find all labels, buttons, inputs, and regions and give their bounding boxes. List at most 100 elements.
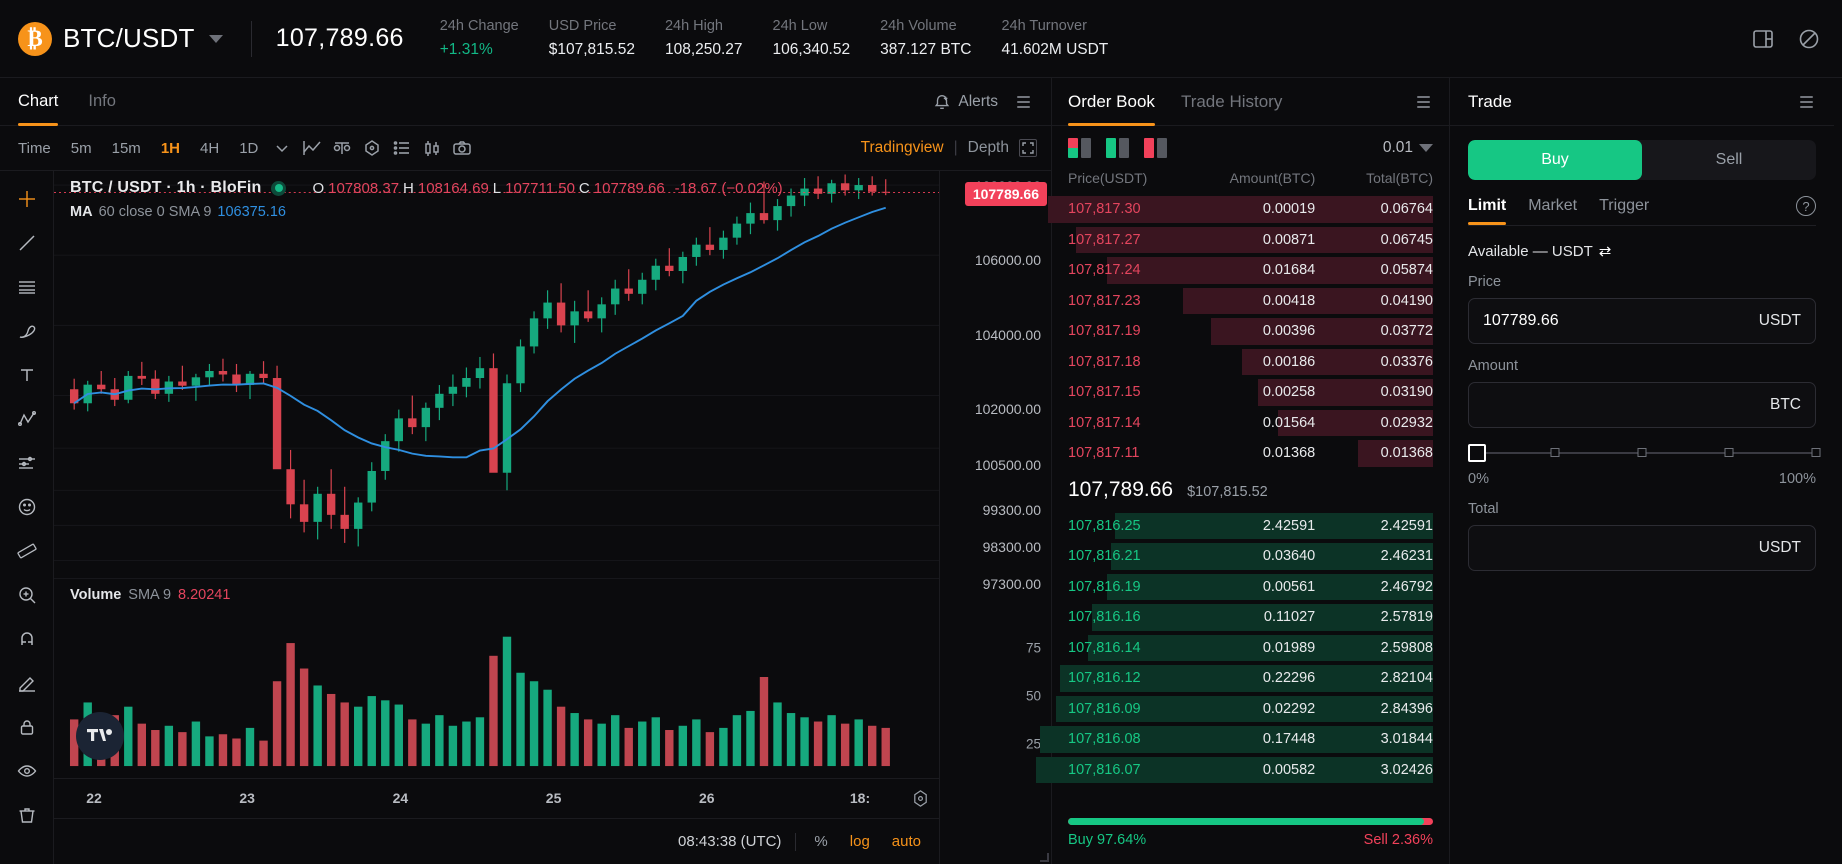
magnet-icon[interactable]	[8, 619, 46, 659]
brush-icon[interactable]	[8, 311, 46, 351]
pattern-icon[interactable]	[357, 134, 387, 162]
ruler-icon[interactable]	[8, 531, 46, 571]
amount-input[interactable]	[1483, 396, 1762, 414]
ask-row[interactable]: 107,817.23 0.00418 0.04190	[1052, 286, 1449, 317]
order-book-menu-icon[interactable]	[1414, 93, 1433, 111]
swap-currency-icon[interactable]: ⇄	[1598, 243, 1612, 260]
timeframe-more-chevron-icon[interactable]	[267, 134, 297, 162]
bid-row[interactable]: 107,816.07 0.00582 3.02426	[1036, 755, 1449, 786]
tab-trade-history[interactable]: Trade History	[1180, 91, 1283, 111]
resize-handle[interactable]	[1040, 853, 1049, 862]
slider-node-25[interactable]	[1550, 448, 1560, 457]
trade-menu-icon[interactable]	[1797, 93, 1816, 111]
crosshair-icon[interactable]	[8, 179, 46, 219]
ask-row[interactable]: 107,817.18 0.00186 0.03376	[1052, 347, 1449, 378]
chevron-down-icon[interactable]	[208, 34, 223, 43]
total-field[interactable]: USDT	[1468, 525, 1816, 571]
timeframe-5m[interactable]: 5m	[70, 139, 92, 157]
slider-handle[interactable]	[1468, 444, 1486, 462]
layout-bids-icon[interactable]	[1106, 138, 1132, 158]
total-input[interactable]	[1483, 539, 1751, 557]
patterns-icon[interactable]	[8, 399, 46, 439]
timeframe-4h[interactable]: 4H	[200, 139, 220, 157]
stat-label: 24h Turnover	[1001, 18, 1087, 34]
candle-settings-icon[interactable]	[417, 134, 447, 162]
layout-both-icon[interactable]	[1068, 138, 1094, 158]
visibility-icon[interactable]	[8, 751, 46, 791]
timeframe-15m[interactable]: 15m	[111, 139, 141, 157]
help-icon[interactable]: ?	[1796, 196, 1816, 216]
amount-field[interactable]: BTC	[1468, 382, 1816, 428]
depth-mode[interactable]: Depth	[967, 139, 1009, 156]
no-entry-icon[interactable]	[1796, 26, 1822, 52]
layout-asks-icon[interactable]	[1144, 138, 1170, 158]
price-axis[interactable]: 108000.00106000.00104000.00102000.001005…	[939, 171, 1051, 864]
row-price: 107,817.18	[1068, 353, 1141, 370]
chart-clock: 08:43:38 (UTC)	[678, 833, 782, 850]
log-scale-button[interactable]: log	[849, 833, 870, 850]
slider-node-100[interactable]	[1811, 448, 1821, 457]
bid-row[interactable]: 107,816.09 0.02292 2.84396	[1052, 694, 1449, 725]
amount-slider[interactable]	[1468, 444, 1821, 462]
tab-chart[interactable]: Chart	[18, 78, 59, 126]
ask-row[interactable]: 107,817.14 0.01564 0.02932	[1052, 408, 1449, 439]
ask-row[interactable]: 107,817.15 0.00258 0.03190	[1052, 377, 1449, 408]
order-type-market[interactable]: Market	[1528, 197, 1578, 214]
fullscreen-icon[interactable]	[1019, 139, 1037, 157]
indicators-icon[interactable]	[327, 134, 357, 162]
bid-row[interactable]: 107,816.25 2.42591 2.42591	[1052, 511, 1449, 542]
slider-node-75[interactable]	[1724, 448, 1734, 457]
order-type-trigger[interactable]: Trigger	[1599, 197, 1650, 214]
emoji-icon[interactable]	[8, 487, 46, 527]
lock-icon[interactable]	[8, 707, 46, 747]
bid-row[interactable]: 107,816.16 0.11027 2.57819	[1052, 602, 1449, 633]
slider-node-50[interactable]	[1637, 448, 1647, 457]
zoom-in-icon[interactable]	[8, 575, 46, 615]
timeframe-time: Time	[18, 139, 51, 157]
order-type-limit[interactable]: Limit	[1468, 197, 1507, 225]
text-tool-icon[interactable]	[8, 355, 46, 395]
price-plot[interactable]: BTC / USDT · 1h · BloFin O 107808.37 H 108…	[54, 171, 939, 578]
ask-row[interactable]: 107,817.30 0.00019 0.06764	[1047, 194, 1449, 225]
bid-row[interactable]: 107,816.19 0.00561 2.46792	[1052, 572, 1449, 603]
pair-selector[interactable]: ₿ BTC/USDT	[18, 21, 245, 56]
tab-info[interactable]: Info	[88, 92, 116, 110]
timeframe-1d[interactable]: 1D	[239, 139, 259, 157]
sell-tab[interactable]: Sell	[1715, 151, 1743, 168]
bid-row[interactable]: 107,816.21 0.03640 2.46231	[1052, 541, 1449, 572]
chart-menu-icon[interactable]	[1014, 93, 1033, 111]
layout-icon[interactable]	[1750, 26, 1776, 52]
ask-row[interactable]: 107,817.11 0.01368 0.01368	[1052, 438, 1449, 469]
trend-line-icon[interactable]	[8, 223, 46, 263]
tab-order-book[interactable]: Order Book	[1068, 78, 1155, 126]
ask-row[interactable]: 107,817.27 0.00871 0.06745	[1052, 225, 1449, 256]
timeframe-1h[interactable]: 1H	[160, 139, 180, 157]
alerts-button[interactable]: Alerts	[933, 93, 998, 111]
bid-row[interactable]: 107,816.14 0.01989 2.59808	[1052, 633, 1449, 664]
camera-icon[interactable]	[447, 134, 477, 162]
price-input[interactable]	[1483, 312, 1751, 330]
bid-row[interactable]: 107,816.12 0.22296 2.82104	[1052, 663, 1449, 694]
fibonacci-icon[interactable]	[8, 267, 46, 307]
depth-bar	[1107, 573, 1433, 600]
tradingview-mode[interactable]: Tradingview	[860, 139, 944, 156]
volume-pane[interactable]: Volume SMA 9 8.20241	[54, 578, 939, 778]
chart-type-line-icon[interactable]	[297, 134, 327, 162]
list-icon[interactable]	[387, 134, 417, 162]
pencil-edit-icon[interactable]	[8, 663, 46, 703]
bid-row[interactable]: 107,816.08 0.17448 3.01844	[1039, 724, 1449, 755]
ask-row[interactable]: 107,817.24 0.01684 0.05874	[1052, 255, 1449, 286]
auto-scale-button[interactable]: auto	[891, 833, 921, 850]
time-axis[interactable]: 22 23 24 25 26 18:	[54, 778, 939, 818]
row-total: 3.02426	[1380, 761, 1433, 778]
trash-icon[interactable]	[8, 795, 46, 835]
candlestick-svg	[54, 174, 939, 561]
price-field[interactable]: USDT	[1468, 298, 1816, 344]
forecast-icon[interactable]	[8, 443, 46, 483]
timezone-icon[interactable]	[911, 789, 931, 809]
tradingview-logo-icon[interactable]	[76, 712, 124, 760]
percent-scale-button[interactable]: %	[814, 833, 828, 850]
ask-row[interactable]: 107,817.19 0.00396 0.03772	[1052, 316, 1449, 347]
buy-tab[interactable]: Buy	[1468, 140, 1642, 180]
grouping-select[interactable]: 0.01	[1383, 139, 1433, 157]
